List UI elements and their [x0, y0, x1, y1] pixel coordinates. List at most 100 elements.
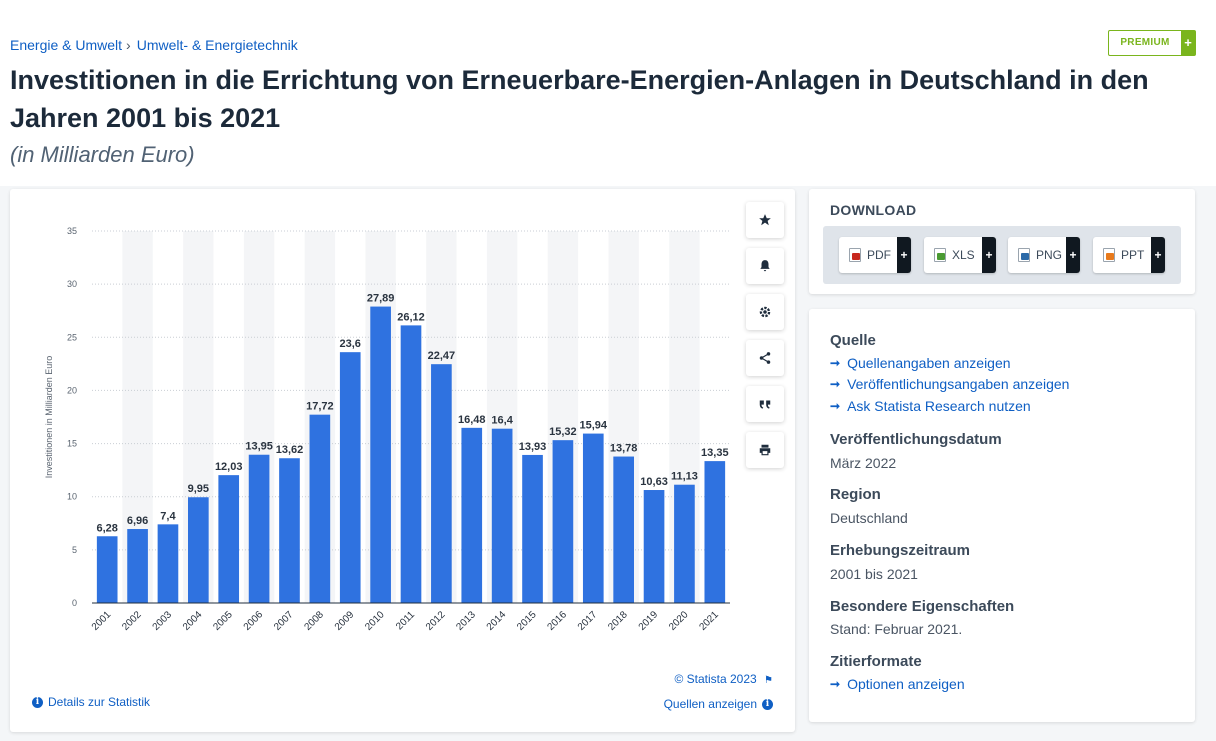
- bell-icon: [760, 260, 770, 272]
- cite-button[interactable]: [746, 386, 784, 422]
- y-tick-label: 35: [67, 226, 77, 236]
- zitierformate-heading: Zitierformate: [830, 653, 922, 670]
- share-button[interactable]: [746, 340, 784, 376]
- info-card: Quelle ➞ Quellenangaben anzeigen ➞ Veröffe…: [809, 309, 1195, 722]
- bar-value-label: 17,72: [306, 401, 334, 413]
- bar-value-label: 10,63: [640, 476, 668, 488]
- download-title: DOWNLOAD: [830, 202, 917, 218]
- settings-button[interactable]: [746, 294, 784, 330]
- x-tick-label: 2007: [272, 609, 296, 633]
- info-icon: i: [32, 696, 43, 708]
- breadcrumb-link-energie[interactable]: Energie & Umwelt: [10, 37, 123, 53]
- veroeffentlichungsangaben-link[interactable]: ➞ Veröffentlichungsangaben anzeigen: [830, 376, 1069, 392]
- bar-value-label: 13,78: [610, 443, 638, 455]
- arrow-right-icon: ➞: [830, 677, 841, 691]
- chart-card: 0 5 10 15 20 25 30 35 6,28 2001 6,96 2002 7,4 2003 9,9…: [10, 189, 795, 732]
- y-axis-label: Investitionen in Milliarden Euro: [44, 356, 54, 479]
- download-png-label: PNG: [1036, 248, 1063, 262]
- x-tick-label: 2013: [454, 609, 478, 633]
- bar-value-label: 15,94: [580, 420, 608, 432]
- xls-file-icon: [934, 248, 946, 262]
- region-heading: Region: [830, 486, 881, 503]
- premium-label: PREMIUM: [1120, 37, 1170, 48]
- statista-copyright[interactable]: © Statista 2023 ⚑: [674, 672, 773, 686]
- link-label: Veröffentlichungsangaben anzeigen: [847, 376, 1070, 392]
- bar-value-label: 12,03: [215, 461, 243, 473]
- x-tick-label: 2011: [394, 609, 417, 632]
- region-value: Deutschland: [830, 510, 908, 526]
- erhebungszeitraum-value: 2001 bis 2021: [830, 566, 918, 582]
- download-pdf-button[interactable]: PDF +: [839, 237, 911, 273]
- y-tick-label: 30: [67, 279, 77, 289]
- bar-value-label: 6,28: [96, 522, 117, 534]
- bar-value-label: 7,4: [160, 510, 176, 522]
- notification-button[interactable]: [746, 248, 784, 284]
- x-tick-label: 2012: [424, 609, 448, 633]
- y-tick-label: 10: [67, 492, 77, 502]
- bar-2015: [522, 454, 543, 603]
- download-xls-label: XLS: [952, 248, 975, 262]
- ppt-file-icon: [1103, 248, 1115, 262]
- bar-2019: [643, 490, 665, 603]
- ask-statista-link[interactable]: ➞ Ask Statista Research nutzen: [830, 398, 1031, 414]
- bar-2014: [491, 428, 513, 603]
- bar-2008: [309, 414, 331, 603]
- bar-value-label: 13,93: [519, 441, 547, 453]
- page-header: Energie & Umwelt › Umwelt- & Energietechni…: [0, 0, 1216, 186]
- details-link[interactable]: i Details zur Statistik: [32, 695, 150, 709]
- sources-link[interactable]: Quellen anzeigen i: [664, 697, 773, 711]
- download-xls-button[interactable]: XLS +: [924, 237, 996, 273]
- flag-icon: ⚑: [764, 675, 773, 686]
- page-title: Investitionen in die Errichtung von Erne…: [10, 65, 1149, 133]
- plus-icon: +: [1151, 237, 1165, 273]
- bar-2021: [704, 461, 726, 603]
- y-tick-label: 20: [67, 385, 77, 395]
- x-tick-label: 2010: [363, 609, 387, 633]
- x-tick-label: 2014: [485, 609, 509, 633]
- x-tick-label: 2006: [242, 609, 266, 633]
- png-file-icon: [1018, 248, 1030, 262]
- breadcrumb-separator: ›: [126, 37, 131, 53]
- optionen-link[interactable]: ➞ Optionen anzeigen: [830, 676, 965, 692]
- gear-icon: [759, 306, 771, 318]
- bar-2017: [582, 433, 604, 603]
- bar-2010: [370, 306, 391, 603]
- eigenschaften-heading: Besondere Eigenschaften: [830, 598, 1015, 615]
- favorite-button[interactable]: [746, 202, 784, 238]
- quote-icon: [759, 400, 771, 409]
- page-subtitle: (in Milliarden Euro): [10, 142, 195, 167]
- download-png-button[interactable]: PNG +: [1008, 237, 1080, 273]
- copyright-text: © Statista 2023: [674, 672, 757, 686]
- bar-value-label: 9,95: [188, 483, 209, 495]
- bar-2007: [279, 458, 300, 603]
- breadcrumb: Energie & Umwelt › Umwelt- & Energietechni…: [10, 37, 298, 53]
- x-tick-label: 2020: [667, 609, 691, 633]
- star-icon: [759, 214, 771, 226]
- bar-value-label: 13,35: [701, 447, 729, 459]
- breadcrumb-link-umwelttechnik[interactable]: Umwelt- & Energietechnik: [136, 37, 298, 53]
- bar-value-label: 16,4: [491, 415, 513, 427]
- x-tick-label: 2019: [637, 609, 661, 633]
- y-tick-label: 0: [72, 598, 77, 608]
- link-label: Ask Statista Research nutzen: [847, 398, 1031, 414]
- download-ppt-button[interactable]: PPT +: [1093, 237, 1165, 273]
- bar-2018: [613, 456, 634, 603]
- x-tick-label: 2005: [211, 609, 235, 633]
- bar-2011: [400, 325, 422, 603]
- quellenangaben-link[interactable]: ➞ Quellenangaben anzeigen: [830, 355, 1011, 371]
- bar-2005: [218, 475, 240, 603]
- bar-value-label: 13,95: [245, 441, 273, 453]
- bar-chart: 0 5 10 15 20 25 30 35 6,28 2001 6,96 2002 7,4 2003 9,9…: [44, 226, 730, 633]
- bar-value-label: 22,47: [428, 350, 456, 362]
- arrow-right-icon: ➞: [830, 356, 841, 370]
- print-button[interactable]: [746, 432, 784, 468]
- x-tick-label: 2001: [90, 609, 114, 633]
- link-label: Quellenangaben anzeigen: [847, 355, 1011, 371]
- x-tick-label: 2008: [302, 609, 326, 633]
- y-tick-label: 25: [67, 332, 77, 342]
- premium-badge[interactable]: PREMIUM +: [1108, 30, 1196, 56]
- bar-2009: [339, 352, 361, 603]
- download-card: DOWNLOAD PDF + XLS + PNG + PPT +: [809, 189, 1195, 294]
- bar-value-label: 11,13: [671, 471, 698, 483]
- sources-label: Quellen anzeigen: [663, 697, 757, 711]
